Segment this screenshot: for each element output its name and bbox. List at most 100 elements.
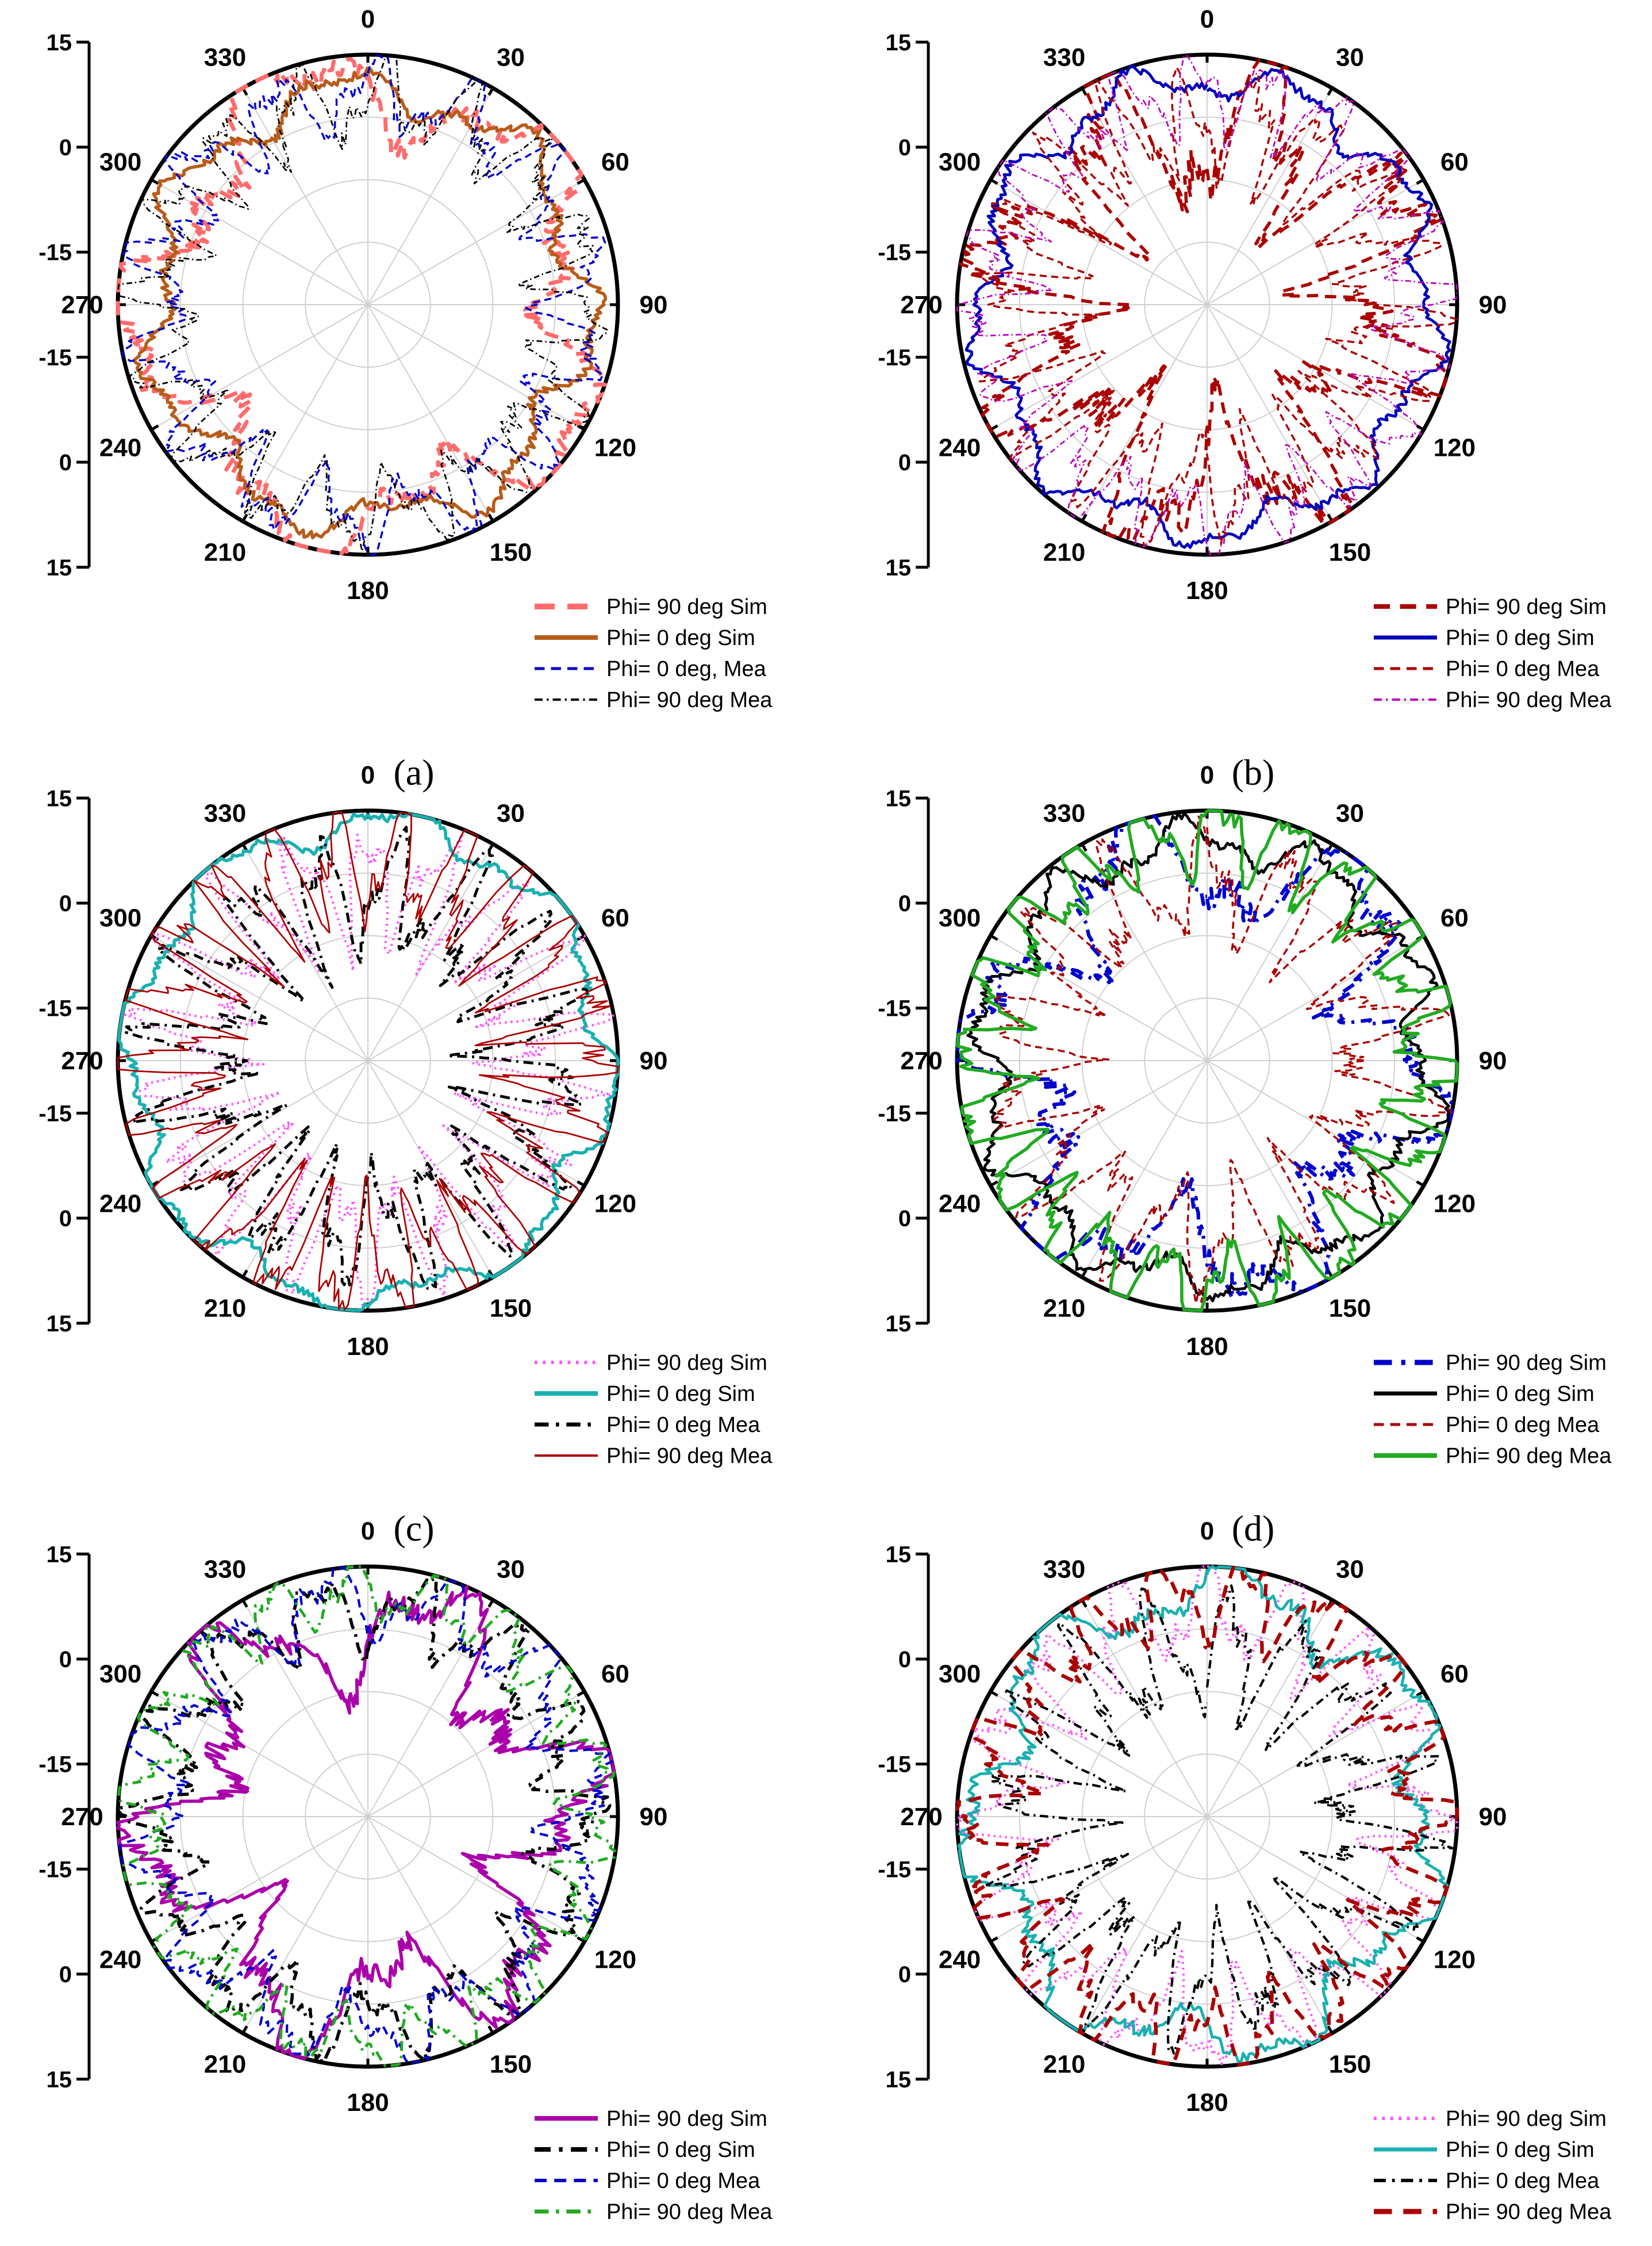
radial-tick-label: -15 — [878, 240, 911, 266]
grid-spoke-120 — [1207, 1060, 1424, 1187]
series-line-1 — [124, 832, 615, 1308]
series-line-3 — [124, 826, 589, 1290]
legend-entry-1: Phi= 90 deg Sim — [606, 1351, 767, 1375]
grid-spoke-30 — [1207, 87, 1333, 305]
angle-label-30: 30 — [1336, 44, 1364, 72]
radial-tick-label: 0 — [898, 1206, 911, 1231]
grid-spoke-330 — [242, 87, 368, 305]
angle-label-90: 90 — [1479, 291, 1507, 319]
angle-tick-210 — [1081, 1269, 1088, 1278]
series-line-4 — [117, 55, 608, 552]
series-line-1 — [116, 1585, 616, 2060]
angle-label-120: 120 — [594, 434, 636, 462]
radial-tick-label: 0 — [59, 1206, 72, 1231]
radial-tick-label: -15 — [878, 345, 911, 370]
grid-spoke-60 — [1207, 1691, 1424, 1817]
angle-label-90: 90 — [1479, 1047, 1507, 1075]
angle-label-240: 240 — [99, 1190, 141, 1218]
grid-spoke-150 — [367, 304, 494, 522]
angle-label-150: 150 — [1329, 538, 1371, 566]
angle-label-120: 120 — [594, 1190, 636, 1218]
panel-caption: (c) — [393, 1508, 434, 1549]
angle-label-270: 270 — [900, 1803, 942, 1831]
radial-tick-label: 0 — [898, 891, 911, 916]
angle-label-150: 150 — [490, 2050, 532, 2078]
grid-spoke-300 — [151, 1691, 368, 1817]
radial-tick-label: 15 — [47, 555, 72, 581]
series-line-3 — [978, 66, 1458, 548]
angle-tick-60 — [1416, 178, 1424, 185]
panel-caption: (b) — [1232, 752, 1275, 793]
legend-entry-3: Phi= 0 deg Mea — [606, 1413, 760, 1437]
series-line-3 — [983, 1584, 1454, 2055]
legend-entry-1: Phi= 90 deg Sim — [1446, 2107, 1607, 2131]
radial-tick-label: 15 — [886, 786, 912, 811]
legend-entry-1: Phi= 90 deg Sim — [1446, 595, 1607, 619]
angle-label-150: 150 — [1329, 1294, 1371, 1322]
legend-entry-4: Phi= 90 deg Mea — [606, 1444, 773, 1468]
angle-label-0: 0 — [361, 5, 375, 33]
angle-tick-210 — [241, 513, 248, 522]
radial-tick-label: 15 — [886, 30, 912, 55]
radial-tick-label: 0 — [59, 450, 72, 475]
angle-tick-60 — [577, 934, 585, 941]
legend-entry-1: Phi= 90 deg Sim — [1446, 1351, 1607, 1375]
angle-label-180: 180 — [1186, 1333, 1228, 1361]
grid-spoke-300 — [151, 935, 368, 1061]
grid-spoke-240 — [151, 304, 368, 431]
grid-spoke-210 — [1081, 1060, 1208, 1278]
radial-tick-label: 0 — [59, 1647, 72, 1672]
legend-entry-3: Phi= 0 deg Mea — [1446, 1413, 1600, 1437]
legend-entry-2: Phi= 0 deg Sim — [1446, 1382, 1595, 1406]
angle-label-270: 270 — [61, 1047, 103, 1075]
radial-tick-label: -15 — [39, 996, 72, 1022]
grid-spoke-330 — [242, 843, 368, 1061]
polar-chart-2: 0306090120150180210240270300330150-15-15… — [878, 5, 1612, 793]
legend-entry-4: Phi= 90 deg Mea — [1446, 2200, 1612, 2224]
angle-label-90: 90 — [1479, 1803, 1507, 1831]
legend-entry-1: Phi= 90 deg Sim — [606, 595, 767, 619]
angle-tick-240 — [990, 1936, 998, 1943]
grid-spoke-240 — [990, 1816, 1208, 1942]
radial-tick-label: 15 — [47, 786, 72, 811]
series-line-2 — [117, 1576, 612, 2064]
angle-tick-240 — [151, 424, 159, 431]
radial-tick-label: -15 — [39, 1752, 72, 1777]
radial-tick-label: 15 — [886, 555, 912, 581]
angle-label-60: 60 — [601, 1660, 629, 1688]
angle-tick-120 — [1416, 1180, 1424, 1187]
grid-spoke-150 — [1207, 1816, 1333, 2034]
legend-entry-4: Phi= 90 deg Mea — [606, 688, 773, 712]
grid-spoke-60 — [367, 179, 585, 305]
angle-tick-150 — [487, 513, 494, 522]
angle-label-210: 210 — [204, 1294, 246, 1322]
legend-entry-3: Phi= 0 deg Mea — [1446, 657, 1600, 681]
series-line-4 — [955, 809, 1459, 1312]
angle-label-240: 240 — [939, 1190, 981, 1218]
radial-tick-label: 0 — [59, 1962, 72, 1987]
radial-tick-label: -15 — [39, 1101, 72, 1126]
grid-spoke-240 — [990, 1060, 1208, 1187]
radial-tick-label: 15 — [47, 30, 72, 55]
angle-tick-210 — [241, 1269, 248, 1278]
grid-spoke-150 — [1207, 1060, 1333, 1278]
grid-spoke-120 — [1207, 1816, 1424, 1942]
angle-label-270: 270 — [61, 1803, 103, 1831]
angle-tick-240 — [990, 1180, 998, 1187]
legend-entry-3: Phi= 0 deg, Mea — [606, 657, 767, 681]
angle-label-270: 270 — [900, 291, 942, 319]
angle-tick-120 — [577, 1936, 585, 1943]
radial-tick-label: -15 — [39, 345, 72, 370]
angle-label-210: 210 — [1043, 538, 1085, 566]
angle-label-300: 300 — [99, 904, 141, 932]
angle-label-60: 60 — [601, 904, 629, 932]
angle-tick-120 — [577, 424, 585, 431]
angle-tick-60 — [577, 178, 585, 185]
angle-label-270: 270 — [900, 1047, 942, 1075]
angle-label-60: 60 — [601, 148, 629, 176]
angle-label-120: 120 — [1434, 1946, 1476, 1974]
angle-label-0: 0 — [1200, 761, 1214, 789]
angle-tick-300 — [151, 1690, 159, 1697]
legend-entry-2: Phi= 0 deg Sim — [1446, 2138, 1595, 2162]
legend-entry-4: Phi= 90 deg Mea — [1446, 1444, 1612, 1468]
